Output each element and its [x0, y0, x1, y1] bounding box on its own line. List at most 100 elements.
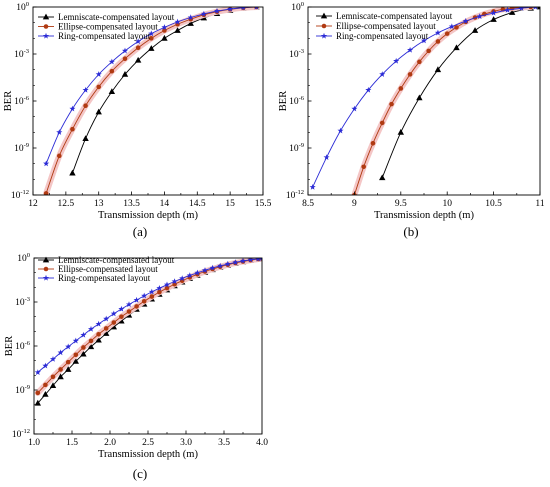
- data-point-ring: [217, 262, 224, 269]
- data-point-ring: [351, 105, 358, 112]
- data-point-lemniscate: [187, 20, 194, 26]
- data-point-ring: [504, 7, 511, 13]
- data-point-ellipse: [81, 345, 86, 350]
- x-axis-label: Transmission depth (m): [374, 210, 474, 221]
- y-tick-label: 100: [17, 252, 30, 264]
- data-point-ring: [141, 292, 148, 299]
- x-tick-label: 13.5: [123, 199, 140, 209]
- data-point-ellipse: [162, 28, 167, 33]
- data-point-ring: [420, 37, 428, 44]
- data-point-ring: [240, 7, 246, 11]
- x-tick-label: 10.5: [485, 199, 502, 209]
- y-tick-label: 10-6: [15, 340, 31, 352]
- data-point-lemniscate: [434, 66, 442, 73]
- x-tick-label: 3.0: [180, 438, 192, 448]
- x-tick-label: 4.0: [256, 438, 268, 448]
- x-tick-label: 1.5: [66, 438, 78, 448]
- data-point-ring: [133, 296, 140, 303]
- data-point-ring: [82, 86, 89, 93]
- chart-panel-a: 12 12.5 13 13.5 14 14.5 15 15.5 100 10-3 10-6 10-9 1…: [3, 1, 272, 239]
- data-point-ring: [161, 24, 168, 30]
- data-point-ring: [247, 258, 254, 263]
- data-point-ring: [407, 46, 414, 53]
- data-point-lemniscate: [95, 108, 102, 115]
- data-point-ring: [379, 71, 386, 77]
- data-point-ellipse: [141, 298, 147, 304]
- data-point-ring: [337, 127, 344, 134]
- x-tick-label: 15.5: [255, 199, 272, 209]
- data-point-ellipse: [56, 153, 62, 159]
- data-point-ring: [69, 105, 76, 112]
- data-point-ring: [103, 315, 110, 322]
- data-point-ellipse: [35, 390, 41, 396]
- data-point-ring: [518, 7, 525, 11]
- x-tick-label: 12: [28, 199, 38, 209]
- y-tick-label: 10-6: [14, 95, 30, 107]
- data-point-lemniscate: [80, 350, 87, 357]
- data-point-lemniscate: [471, 27, 479, 33]
- data-point-ellipse: [43, 191, 49, 195]
- data-point-ellipse: [454, 25, 459, 30]
- data-point-ellipse: [111, 320, 117, 325]
- plot-area: [34, 258, 262, 406]
- data-point-ring: [135, 38, 142, 45]
- data-point-ellipse: [417, 59, 422, 65]
- data-point-ellipse: [126, 309, 132, 314]
- data-point-lemniscate: [42, 391, 49, 397]
- x-tick-label: 8.5: [302, 199, 314, 209]
- legend-marker-lemniscate: [42, 256, 50, 263]
- x-tick-label: 9.5: [395, 199, 407, 209]
- data-point-ring: [209, 264, 216, 271]
- data-point-ellipse: [43, 382, 48, 388]
- y-tick-label: 10-6: [289, 95, 305, 107]
- x-tick-label: 1.0: [28, 438, 40, 448]
- legend: Lemniscate-compensated layoutEllipse-com…: [316, 11, 453, 41]
- data-point-ring: [239, 258, 247, 264]
- data-point-ellipse: [88, 338, 94, 344]
- data-point-ring: [232, 259, 239, 265]
- y-tick-label: 100: [291, 1, 304, 13]
- data-point-ellipse: [50, 374, 56, 380]
- panel-label: (b): [403, 224, 418, 239]
- data-point-lemniscate: [161, 34, 168, 41]
- x-tick-label: 12.5: [58, 199, 75, 209]
- y-axis-label: BER: [4, 336, 15, 356]
- data-point-ring: [34, 369, 41, 375]
- legend-marker-lemniscate: [42, 13, 50, 20]
- data-point-lemniscate: [103, 330, 110, 336]
- data-point-ring: [42, 362, 49, 369]
- data-point-ellipse: [148, 36, 154, 41]
- data-point-lemniscate: [110, 323, 117, 330]
- data-point-lemniscate: [118, 317, 125, 324]
- y-tick-label: 10-9: [15, 384, 30, 396]
- legend-marker-ellipse: [321, 23, 327, 29]
- y-tick-label: 10-3: [15, 296, 30, 308]
- data-point-ellipse: [361, 164, 366, 170]
- data-point-ring: [224, 260, 231, 267]
- data-point-ring: [200, 10, 207, 17]
- data-point-ring: [194, 269, 201, 276]
- data-point-lemniscate: [148, 45, 155, 51]
- data-point-ellipse: [70, 126, 75, 132]
- data-point-ring: [323, 154, 330, 160]
- y-tick-label: 10-12: [12, 428, 30, 440]
- y-tick-label: 10-9: [14, 142, 29, 154]
- data-point-ring: [148, 30, 155, 37]
- legend: Lemniscate-compensated layoutEllipse-com…: [38, 12, 175, 41]
- data-point-ring: [87, 325, 95, 332]
- data-point-ring: [201, 267, 209, 273]
- data-point-ellipse: [398, 86, 404, 91]
- legend-label-ring: Ring-compensated layout: [336, 31, 429, 41]
- data-point-ring: [259, 258, 262, 262]
- x-tick-label: 14: [160, 199, 170, 209]
- data-point-ring: [476, 13, 483, 19]
- x-axis-label: Transmission depth (m): [98, 210, 198, 221]
- data-point-ring: [255, 258, 262, 262]
- y-tick-label: 10-12: [286, 189, 304, 201]
- data-point-lemniscate: [174, 27, 181, 33]
- legend-marker-ring: [320, 32, 328, 39]
- data-point-ring: [108, 58, 115, 65]
- data-point-ring: [254, 7, 259, 10]
- data-point-lemniscate: [72, 358, 79, 364]
